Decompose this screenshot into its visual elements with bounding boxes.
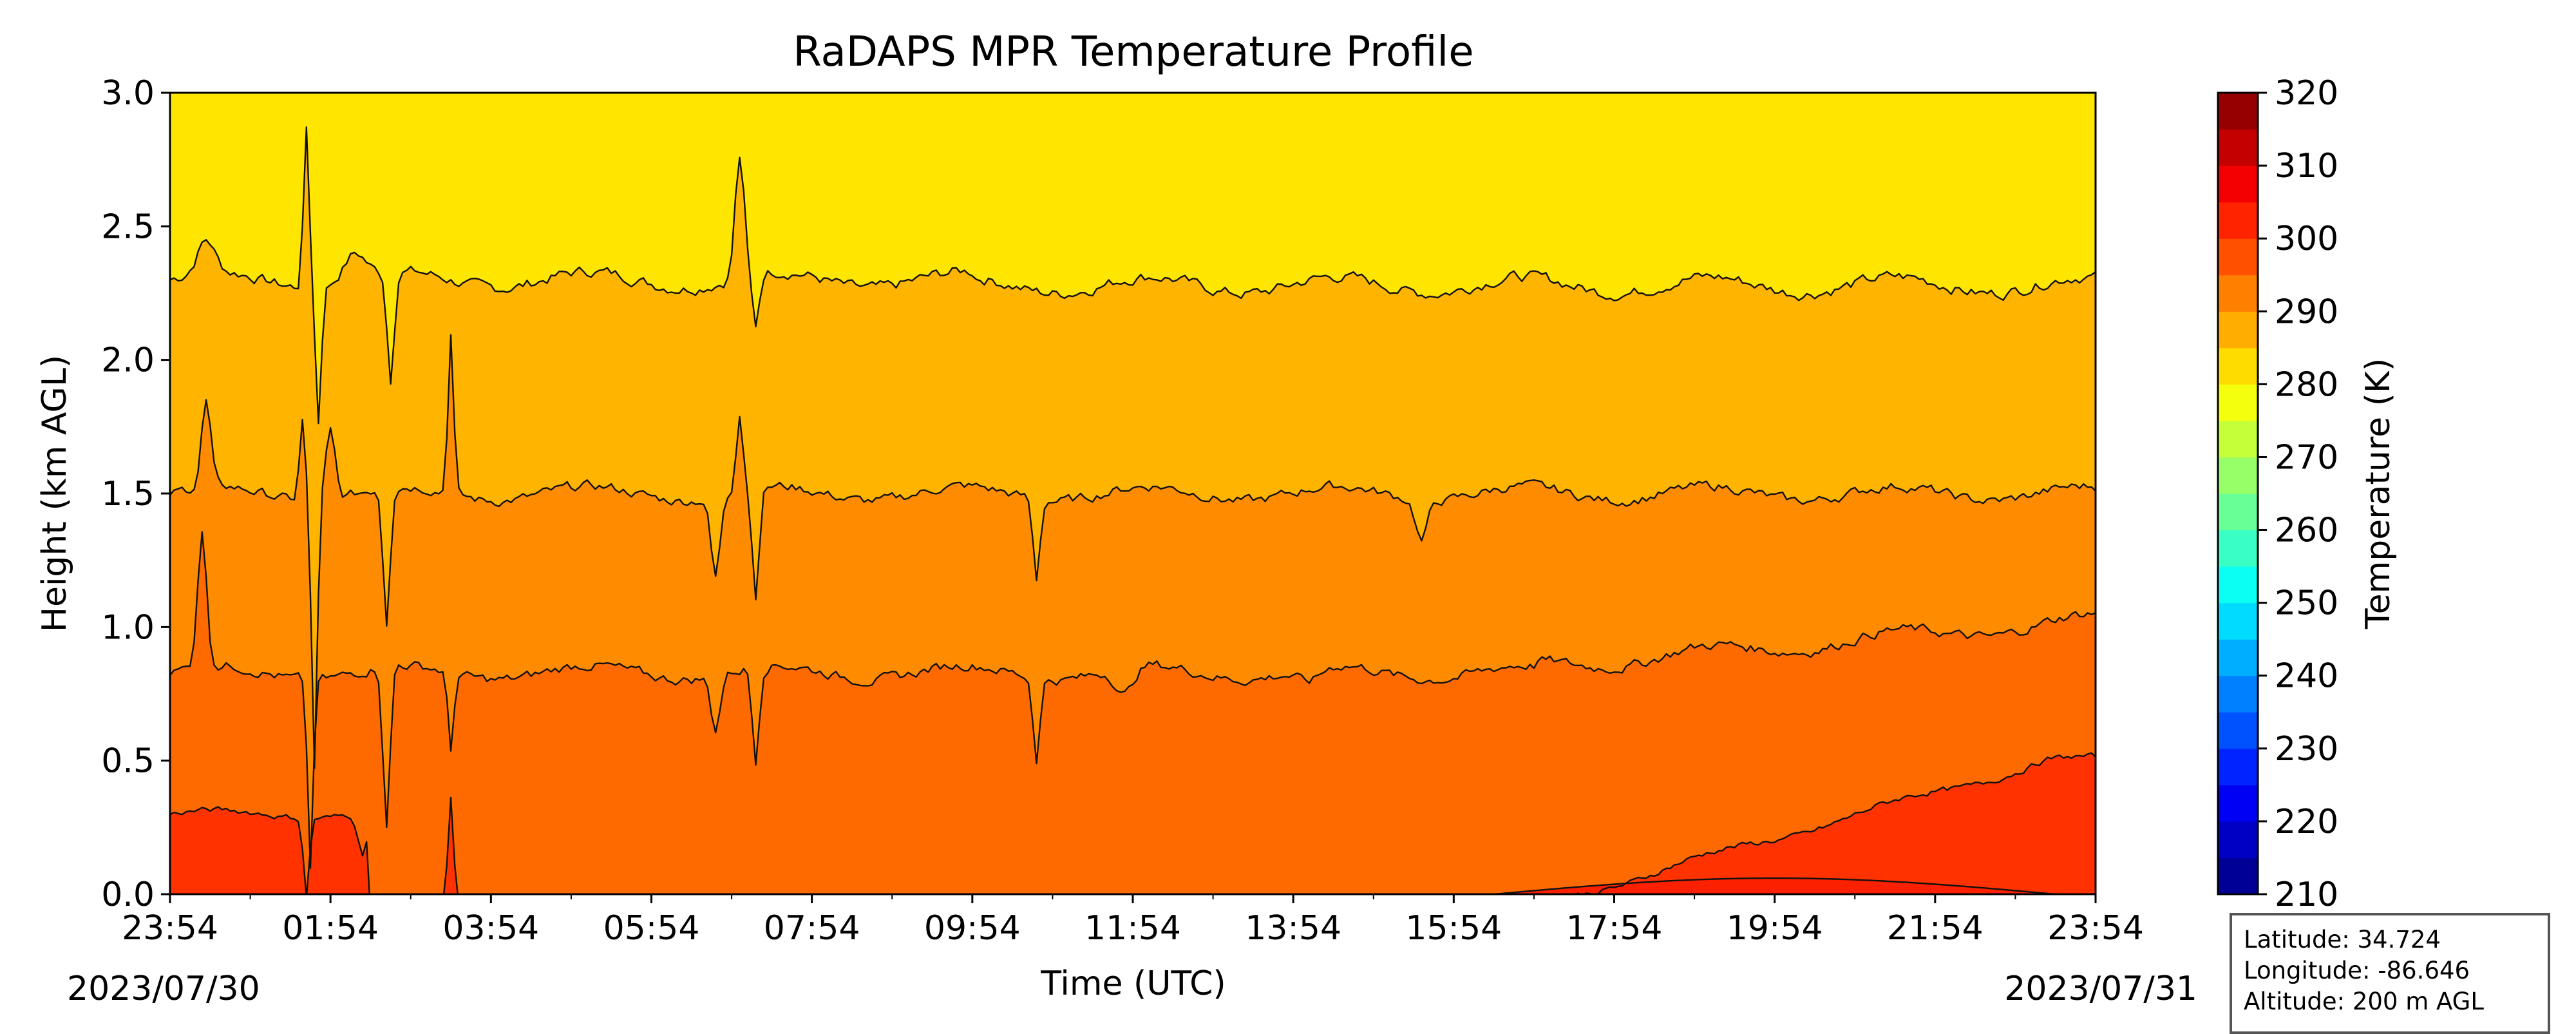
colorbar-band (2218, 785, 2258, 822)
longitude-text: Longitude: -86.646 (2244, 957, 2470, 984)
colorbar-frame (2217, 91, 2259, 895)
y-tick-label: 0.5 (101, 742, 155, 781)
colorbar-band (2218, 748, 2258, 785)
colorbar-tick-label: 280 (2275, 365, 2338, 404)
x-tick-label: 17:54 (1566, 909, 1663, 948)
band-290-295 (170, 752, 2096, 894)
y-axis: 0.0 0.5 1.0 1.5 2.0 2.5 3.0 (101, 74, 170, 914)
colorbar-tick-label: 250 (2275, 584, 2338, 623)
x-tick-label: 23:54 (122, 909, 218, 948)
colorbar-band (2218, 675, 2258, 713)
y-tick-label: 2.0 (101, 341, 155, 380)
colorbar-band (2218, 821, 2258, 859)
x-tick-label: 05:54 (603, 909, 700, 948)
x-tick-label: 09:54 (924, 909, 1021, 948)
y-tick-label: 1.5 (101, 475, 155, 513)
colorbar-band (2218, 639, 2258, 676)
y-tick-label: 3.0 (101, 74, 155, 113)
band-285-290 (170, 531, 2096, 894)
colorbar-band (2218, 493, 2258, 531)
x-axis: 23:54 01:54 03:54 05:54 07:54 09:54 11:54 13:54… (122, 894, 2144, 948)
x-tick-label: 11:54 (1084, 909, 1181, 948)
altitude-text: Altitude: 200 m AGL (2244, 988, 2484, 1015)
colorbar-band (2218, 129, 2258, 166)
colorbar-band (2218, 202, 2258, 239)
contour-line-295 (1493, 877, 2056, 894)
x-tick-label: 07:54 (764, 909, 860, 948)
colorbar-band (2218, 712, 2258, 749)
x-tick-label: 19:54 (1727, 909, 1823, 948)
contour-fills (170, 93, 2096, 894)
start-date-label: 2023/07/30 (67, 970, 260, 1008)
colorbar: 210 220 230 240 250 260 270 280 290 300 310 320 (2217, 74, 2338, 914)
x-axis-label: Time (UTC) (1040, 964, 1226, 1003)
colorbar-tick-label: 240 (2275, 657, 2338, 696)
x-tick-label: 21:54 (1887, 909, 1984, 948)
colorbar-band (2218, 857, 2258, 895)
colorbar-tick-label: 220 (2275, 803, 2338, 841)
colorbar-band (2218, 566, 2258, 604)
colorbar-tick-label: 260 (2275, 512, 2338, 550)
colorbar-band (2218, 457, 2258, 494)
colorbar-band (2218, 384, 2258, 421)
colorbar-label: Temperature (K) (2359, 358, 2398, 630)
latitude-text: Latitude: 34.724 (2244, 926, 2441, 953)
colorbar-tick-label: 210 (2275, 876, 2338, 914)
end-date-label: 2023/07/31 (2004, 970, 2197, 1008)
colorbar-tick-label: 230 (2275, 730, 2338, 769)
contour-line-285 (170, 531, 2096, 869)
y-tick-label: 2.5 (101, 207, 155, 246)
colorbar-band (2218, 93, 2258, 130)
x-tick-label: 01:54 (282, 909, 379, 948)
colorbar-band (2218, 238, 2258, 276)
contour-line-290 (170, 752, 2096, 894)
chart-title: RaDAPS MPR Temperature Profile (793, 28, 1473, 76)
contour-line-280 (170, 334, 2096, 769)
x-tick-label: 13:54 (1245, 909, 1341, 948)
contour-lines (170, 126, 2096, 894)
contour-line-275 (170, 126, 2096, 425)
colorbar-tick-label: 300 (2275, 220, 2338, 258)
colorbar-band (2218, 166, 2258, 203)
y-tick-label: 0.0 (101, 876, 155, 914)
x-tick-label: 23:54 (2047, 909, 2144, 948)
colorbar-tick-label: 320 (2275, 74, 2338, 113)
colorbar-band (2218, 530, 2258, 567)
colorbar-tick-label: 270 (2275, 438, 2338, 477)
band-295-300 (1493, 878, 2056, 894)
colorbar-band (2218, 420, 2258, 458)
colorbar-band (2218, 602, 2258, 640)
colorbar-band (2218, 347, 2258, 385)
y-axis-label: Height (km AGL) (35, 355, 74, 632)
colorbar-band (2218, 311, 2258, 349)
location-info-box: Latitude: 34.724 Longitude: -86.646 Alti… (2230, 913, 2550, 1034)
y-tick-label: 1.0 (101, 608, 155, 647)
x-tick-label: 03:54 (442, 909, 539, 948)
x-tick-label: 15:54 (1405, 909, 1502, 948)
colorbar-band (2218, 274, 2258, 312)
colorbar-tick-label: 290 (2275, 292, 2338, 331)
colorbar-tick-label: 310 (2275, 147, 2338, 186)
